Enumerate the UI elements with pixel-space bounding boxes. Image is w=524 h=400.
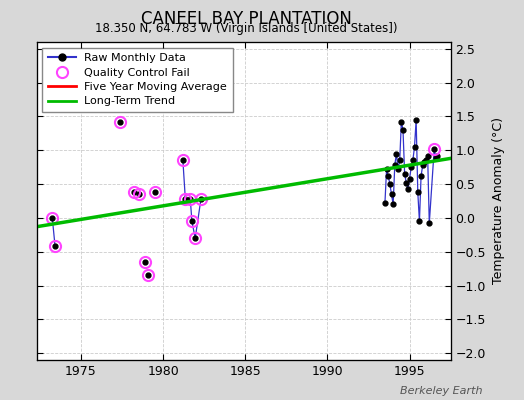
Y-axis label: Temperature Anomaly (°C): Temperature Anomaly (°C) [492, 118, 505, 284]
Legend: Raw Monthly Data, Quality Control Fail, Five Year Moving Average, Long-Term Tren: Raw Monthly Data, Quality Control Fail, … [42, 48, 233, 112]
Text: 18.350 N, 64.783 W (Virgin Islands [United States]): 18.350 N, 64.783 W (Virgin Islands [Unit… [95, 22, 398, 35]
Text: Berkeley Earth: Berkeley Earth [400, 386, 482, 396]
Text: CANEEL BAY PLANTATION: CANEEL BAY PLANTATION [141, 10, 352, 28]
